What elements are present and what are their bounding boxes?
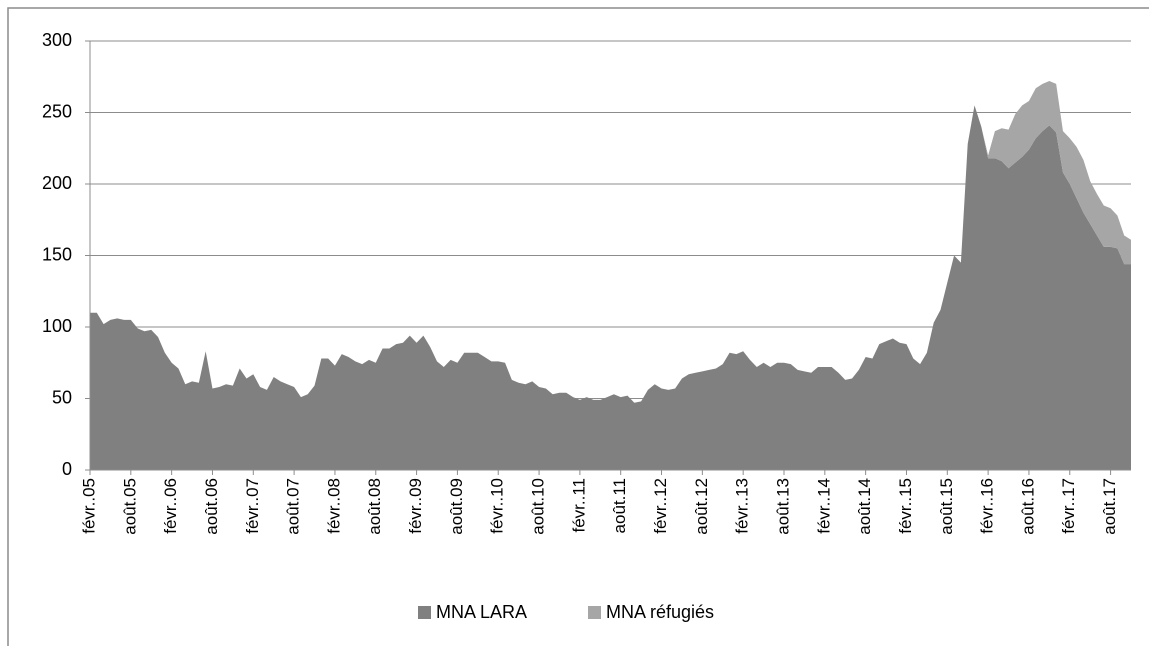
x-tick-label: févr..17 bbox=[1059, 478, 1078, 534]
chart-frame bbox=[7, 7, 1149, 646]
x-tick-label: août.06 bbox=[202, 478, 221, 535]
x-tick-label: août.12 bbox=[692, 478, 711, 535]
x-tick-label: févr..10 bbox=[488, 478, 507, 534]
x-tick-label: févr..07 bbox=[243, 478, 262, 534]
x-tick-label: août.17 bbox=[1100, 478, 1119, 535]
y-tick-label: 150 bbox=[42, 244, 72, 264]
x-tick-label: févr..13 bbox=[733, 478, 752, 534]
legend-label: MNA LARA bbox=[436, 602, 527, 622]
x-tick-label: févr..12 bbox=[651, 478, 670, 534]
area bbox=[90, 105, 1131, 470]
y-tick-label: 200 bbox=[42, 173, 72, 193]
x-tick-label: févr..06 bbox=[161, 478, 180, 534]
y-tick-label: 300 bbox=[42, 30, 72, 50]
y-tick-label: 0 bbox=[62, 459, 72, 479]
x-tick-label: févr..14 bbox=[814, 478, 833, 534]
legend-swatch bbox=[418, 606, 431, 619]
x-tick-label: août.14 bbox=[855, 478, 874, 535]
x-tick-label: août.16 bbox=[1018, 478, 1037, 535]
x-tick-label: août.10 bbox=[529, 478, 548, 535]
x-tick-label: août.11 bbox=[610, 478, 629, 533]
legend-swatch bbox=[588, 606, 601, 619]
x-tick-label: août.15 bbox=[937, 478, 956, 535]
x-tick-label: août.07 bbox=[284, 478, 303, 535]
x-tick-label: févr..16 bbox=[978, 478, 997, 534]
x-tick-label: févr..08 bbox=[324, 478, 343, 534]
x-tick-label: août.08 bbox=[365, 478, 384, 535]
y-tick-label: 250 bbox=[42, 101, 72, 121]
x-tick-label: août.13 bbox=[773, 478, 792, 535]
x-tick-label: août.09 bbox=[447, 478, 466, 535]
area bbox=[90, 81, 1131, 403]
legend-label: MNA réfugiés bbox=[606, 602, 714, 622]
x-tick-label: févr..09 bbox=[406, 478, 425, 534]
x-tick-label: févr..15 bbox=[896, 478, 915, 534]
x-tick-label: févr..11 bbox=[569, 478, 588, 533]
x-tick-label: févr..05 bbox=[79, 478, 98, 534]
x-tick-label: août.05 bbox=[120, 478, 139, 535]
y-tick-label: 100 bbox=[42, 316, 72, 336]
y-tick-label: 50 bbox=[52, 387, 72, 407]
